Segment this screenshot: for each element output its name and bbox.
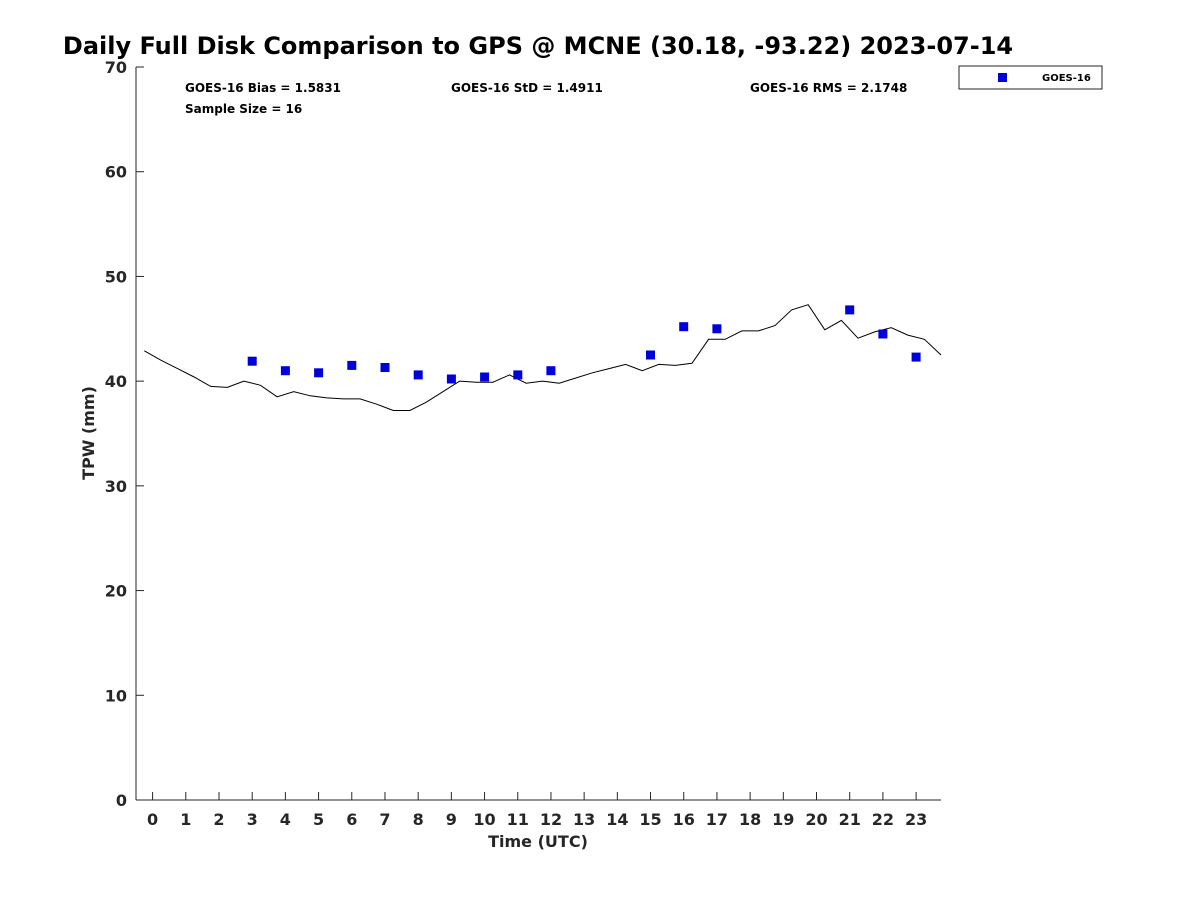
x-tick-label: 2 (213, 810, 224, 829)
x-tick-label: 21 (839, 810, 861, 829)
legend-label: GOES-16 (1042, 73, 1091, 84)
y-tick-label: 20 (105, 582, 127, 601)
goes16-data-point (347, 360, 357, 370)
y-tick-label: 10 (105, 686, 127, 705)
x-tick-label: 22 (872, 810, 894, 829)
goes16-data-point (911, 352, 921, 362)
x-axis-label: Time (UTC) (488, 832, 588, 851)
x-tick-label: 13 (573, 810, 595, 829)
sample-size-stat: Sample Size = 16 (185, 102, 302, 116)
goes16-data-point (380, 363, 390, 372)
x-tick-label: 18 (739, 810, 761, 829)
x-axis-ticks: 0 1 2 3 4 5 6 7 8 9 10 11 12 13 14 15 16 17 18 19 20 21 22 23 (147, 792, 927, 829)
x-tick-label: 12 (540, 810, 562, 829)
x-tick-label: 20 (805, 810, 827, 829)
goes16-data-point (247, 356, 257, 366)
y-tick-label: 0 (116, 791, 127, 810)
rms-stat: GOES-16 RMS = 2.1748 (750, 81, 907, 95)
x-tick-label: 15 (639, 810, 661, 829)
x-tick-label: 11 (507, 810, 529, 829)
goes16-data-point (679, 322, 689, 332)
x-tick-label: 16 (673, 810, 695, 829)
y-axis-ticks: 0 10 20 30 40 50 60 70 (105, 58, 144, 810)
std-stat: GOES-16 StD = 1.4911 (451, 81, 603, 95)
x-tick-label: 5 (313, 810, 324, 829)
goes16-data-point (446, 374, 456, 384)
y-axis-label: TPW (mm) (79, 386, 98, 480)
goes16-data-point (280, 366, 290, 376)
x-tick-label: 8 (413, 810, 424, 829)
x-tick-label: 6 (346, 810, 357, 829)
x-tick-label: 23 (905, 810, 927, 829)
gps-tpw-line (144, 304, 942, 411)
x-tick-label: 9 (446, 810, 457, 829)
chart-title: Daily Full Disk Comparison to GPS @ MCNE… (63, 32, 1013, 60)
x-tick-label: 4 (280, 810, 291, 829)
goes16-data-point (480, 372, 490, 382)
goes16-data-point (413, 370, 423, 380)
gps-line-series (144, 304, 942, 411)
goes16-data-point (546, 366, 556, 376)
x-tick-label: 3 (247, 810, 258, 829)
axes (135, 67, 941, 801)
legend-marker (998, 73, 1007, 82)
x-tick-label: 17 (706, 810, 728, 829)
goes16-data-point (878, 329, 888, 339)
y-tick-label: 50 (105, 267, 127, 286)
legend-box (958, 65, 1103, 90)
goes16-scatter-series (247, 305, 921, 384)
x-tick-label: 10 (473, 810, 495, 829)
x-tick-label: 19 (772, 810, 794, 829)
goes16-data-point (646, 350, 655, 360)
y-tick-label: 40 (105, 372, 127, 391)
goes16-data-point (845, 305, 855, 315)
y-tick-label: 70 (105, 58, 127, 77)
x-tick-label: 1 (180, 810, 191, 829)
y-tick-label: 30 (105, 477, 127, 496)
x-tick-label: 7 (379, 810, 390, 829)
bias-stat: GOES-16 Bias = 1.5831 (185, 81, 341, 95)
legend: GOES-16 (958, 65, 1103, 90)
y-tick-label: 60 (105, 163, 127, 182)
goes16-data-point (712, 324, 722, 334)
x-tick-label: 0 (147, 810, 158, 829)
goes16-data-point (314, 368, 324, 378)
x-tick-label: 14 (606, 810, 628, 829)
goes16-data-point (513, 370, 523, 380)
